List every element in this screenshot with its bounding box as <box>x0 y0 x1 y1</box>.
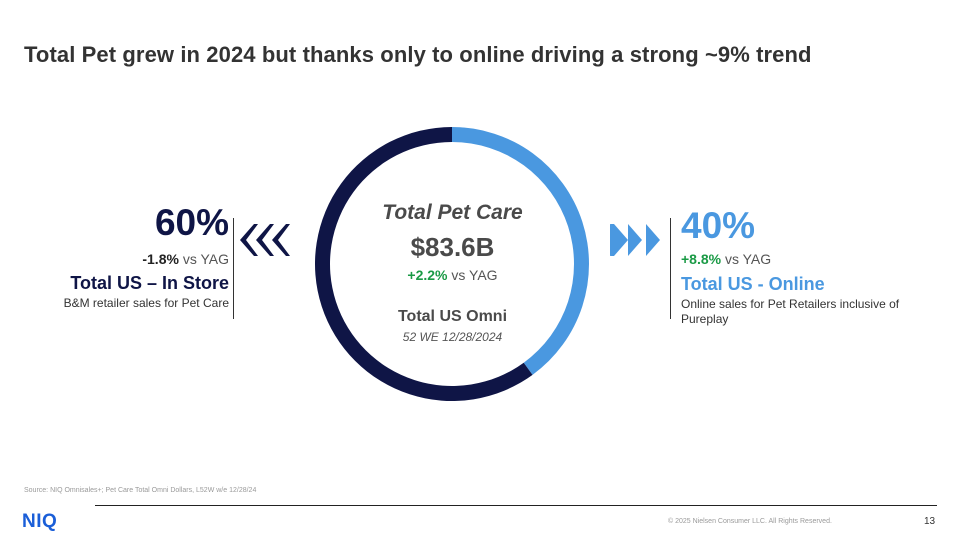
slide-title: Total Pet grew in 2024 but thanks only t… <box>24 42 812 67</box>
online-growth-value: +8.8% <box>681 251 722 267</box>
triple-chevron-right-icon <box>610 224 660 256</box>
footer-divider <box>95 505 937 506</box>
center-growth-suffix: vs YAG <box>447 267 498 283</box>
in-store-growth-suffix: vs YAG <box>178 251 229 267</box>
triple-chevron-left-icon <box>240 224 290 256</box>
center-title: Total Pet Care <box>382 201 523 224</box>
center-growth-value: +2.2% <box>407 267 448 283</box>
in-store-description: B&M retailer sales for Pet Care <box>63 296 229 310</box>
center-growth: +2.2% vs YAG <box>340 267 565 283</box>
in-store-divider <box>233 218 234 319</box>
online-growth: +8.8% vs YAG <box>681 251 771 267</box>
center-subtitle: Total US Omni <box>397 308 508 325</box>
online-description: Online sales for Pet Retailers inclusive… <box>681 297 900 326</box>
in-store-growth: -1.8% vs YAG <box>142 251 229 267</box>
niq-logo: NIQ <box>22 511 58 532</box>
copyright-text: © 2025 Nielsen Consumer LLC. All Rights … <box>668 518 832 525</box>
page-number: 13 <box>924 516 936 527</box>
center-value: $83.6B <box>410 232 495 262</box>
center-period: 52 WE 12/28/2024 <box>402 330 503 344</box>
donut-chart <box>314 127 589 402</box>
source-footnote: Source: NIQ Omnisales+; Pet Care Total O… <box>24 487 257 494</box>
online-divider <box>670 218 671 319</box>
donut-slice-in-store <box>314 127 533 402</box>
donut-slice-online <box>452 127 589 375</box>
online-label: Total US - Online <box>681 274 825 294</box>
online-growth-suffix: vs YAG <box>721 251 772 267</box>
in-store-percent: 60% <box>154 202 229 243</box>
in-store-growth-value: -1.8% <box>142 251 179 267</box>
in-store-label: Total US – In Store <box>70 273 229 293</box>
online-percent: 40% <box>681 205 756 246</box>
